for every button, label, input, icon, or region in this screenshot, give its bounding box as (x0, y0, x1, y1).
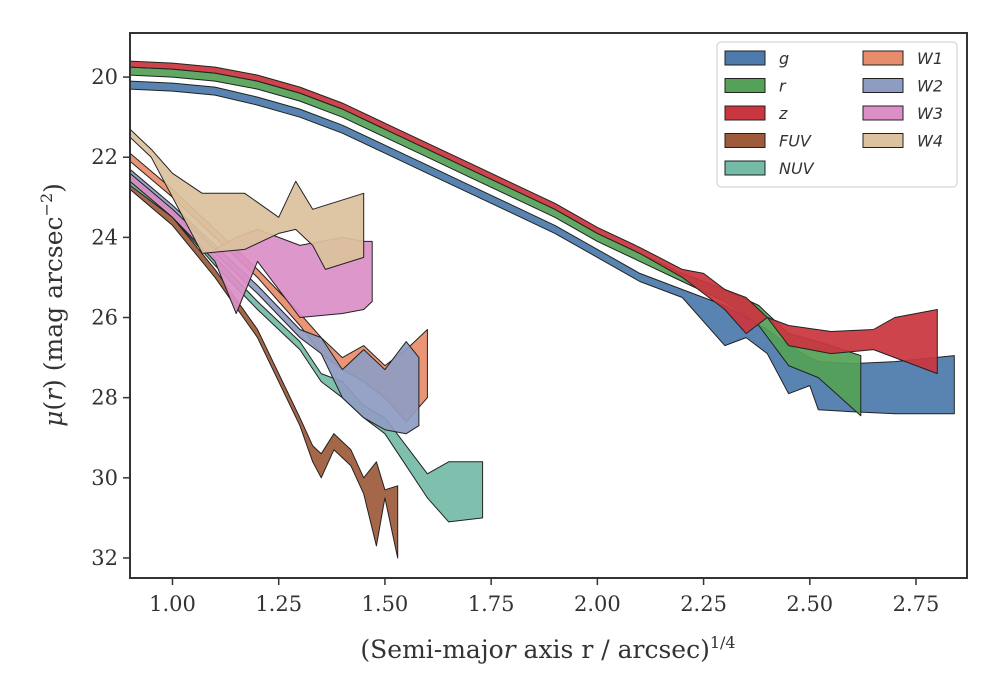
x-tick-label: 1.50 (362, 592, 409, 616)
band-fuv (130, 180, 399, 559)
legend-label-w1: W1 (917, 49, 943, 68)
legend-swatch-fuv (724, 133, 766, 148)
y-tick-label: 26 (91, 306, 118, 330)
y-tick-label: 32 (91, 546, 118, 570)
x-tick-label: 2.50 (786, 592, 833, 616)
legend-swatch-z (724, 105, 766, 121)
legend-label-fuv: FUV (779, 132, 812, 151)
y-tick-label: 22 (91, 145, 118, 169)
legend-label-r: r (779, 77, 787, 96)
x-axis: 1.00 1.25 1.50 1.75 2.00 2.25 2.50 2.75 (149, 578, 939, 616)
x-tick-label: 2.00 (574, 592, 621, 616)
legend-label-nuv: NUV (779, 159, 815, 178)
legend-label-w4: W4 (917, 132, 943, 151)
x-tick-label: 1.00 (149, 592, 196, 616)
legend-label-w3: W3 (917, 104, 943, 123)
band-w4 (130, 128, 365, 270)
x-axis-label: (Semi-major axis r / arcsec)1/4 (360, 633, 735, 664)
legend: grz FUV NUV W1 W2 W3 W4 (716, 41, 958, 188)
y-tick-label: 24 (91, 225, 118, 249)
y-tick-label: 30 (91, 466, 118, 490)
x-tick-label: 2.25 (680, 592, 727, 616)
legend-swatch-g (724, 50, 766, 66)
legend-swatch-r (724, 78, 766, 93)
legend-swatch-w1 (862, 50, 904, 66)
x-tick-label: 2.75 (893, 592, 940, 616)
legend-swatch-w4 (862, 133, 904, 148)
legend-label-g: g (779, 49, 789, 68)
y-axis-label: μ(r) (mag arcsec−2) (37, 183, 68, 427)
plot-frame (129, 32, 968, 579)
legend-label-z: z (778, 104, 788, 123)
legend-label-w2: W2 (917, 77, 943, 96)
x-tick-label: 1.25 (255, 592, 302, 616)
band-layer (130, 60, 955, 559)
y-axis: 20 22 24 26 28 30 32 (91, 65, 130, 570)
legend-swatch-nuv (724, 160, 766, 176)
band-z (130, 60, 938, 375)
x-tick-label: 1.75 (468, 592, 515, 616)
y-tick-label: 28 (91, 386, 118, 410)
y-tick-label: 20 (91, 65, 118, 89)
legend-swatch-w2 (862, 78, 904, 93)
legend-swatch-w3 (862, 105, 904, 121)
